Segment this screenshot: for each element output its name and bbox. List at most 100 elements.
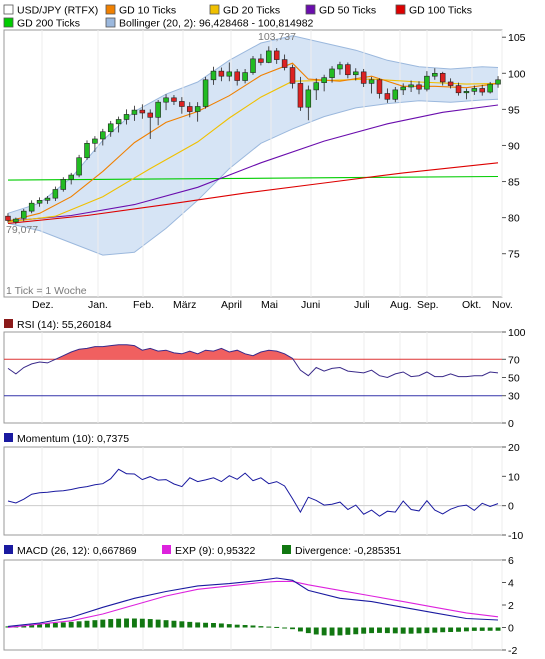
month-label-7: Juni (301, 299, 320, 311)
main-ytick-label: 85 (508, 177, 520, 189)
candle-body (100, 131, 106, 140)
divergence-bar (424, 627, 430, 634)
candle (479, 84, 485, 96)
divergence-bar (234, 624, 240, 628)
month-label-8: Juli (354, 299, 370, 311)
candle (250, 55, 256, 75)
macd-legend-swatch-3 (282, 545, 291, 554)
divergence-bar (313, 627, 319, 635)
candle (84, 140, 90, 160)
candle-body (400, 86, 406, 91)
divergence-bar (139, 618, 145, 628)
bollinger-band-fill (8, 35, 498, 256)
divergence-bar (361, 627, 367, 634)
candle-body (131, 109, 138, 115)
candle (21, 208, 27, 222)
divergence-bar (432, 627, 438, 633)
legend-swatch-main (3, 4, 14, 15)
candle-body (202, 79, 209, 107)
rsi-legend-swatch (4, 319, 13, 328)
candle (226, 62, 233, 82)
candle (107, 120, 114, 137)
candle (329, 66, 335, 83)
candle (202, 76, 209, 109)
candle (179, 97, 185, 114)
month-label-4: März (173, 299, 196, 311)
divergence-bar (321, 627, 327, 636)
legend-swatch-gd20 (209, 4, 220, 15)
candle (313, 78, 319, 100)
candle-body (424, 75, 430, 90)
candle (495, 76, 501, 88)
macd-ytick-label: 4 (508, 578, 514, 590)
candle-body (432, 72, 438, 77)
candle (424, 71, 430, 92)
candle-body (313, 82, 319, 91)
candle-body (297, 83, 304, 108)
candle (115, 116, 122, 133)
main-ytick-label: 100 (508, 68, 526, 80)
candle-body (210, 70, 217, 81)
tick-note: 1 Tick = 1 Woche (6, 285, 87, 297)
rsi-title: RSI (14): 55,260184 (17, 319, 112, 331)
candle (131, 105, 138, 121)
macd-legend-label-1: MACD (26, 12): 0,667869 (17, 545, 137, 557)
candle-body (171, 97, 177, 102)
divergence-bar (369, 627, 375, 634)
divergence-bar (377, 627, 382, 633)
candle-body (353, 71, 359, 76)
candle-body (92, 138, 98, 144)
divergence-bar (84, 620, 90, 628)
divergence-bar (195, 622, 201, 628)
candle-body (36, 200, 43, 204)
divergence-bar (479, 627, 485, 631)
candle (305, 85, 312, 121)
month-label-1: Dez. (32, 299, 54, 311)
main-ytick-label: 90 (508, 140, 520, 152)
candle (147, 109, 153, 139)
candle-body (179, 101, 185, 107)
candle-body (495, 79, 501, 85)
month-label-3: Feb. (133, 299, 154, 311)
candle (266, 46, 272, 64)
candle-body (455, 85, 462, 94)
divergence-bar (203, 622, 209, 628)
candle-body (194, 106, 201, 112)
momentum-line (7, 468, 499, 517)
legend-label-gd100: GD 100 Ticks (409, 5, 472, 17)
macd-line (7, 577, 499, 627)
candle (353, 68, 359, 81)
candle (13, 217, 19, 225)
month-label-11: Okt. (462, 299, 481, 311)
macd-ytick-label: -2 (508, 645, 517, 657)
macd-legend-label-2: EXP (9): 0,95322 (175, 545, 256, 557)
high-label: 103,737 (258, 31, 296, 43)
candle (447, 78, 454, 89)
candle (321, 74, 327, 92)
candle (297, 76, 304, 111)
candle-body (107, 123, 114, 133)
rsi-line (7, 344, 499, 379)
candle (487, 81, 493, 94)
divergence-bar (21, 625, 27, 628)
candle-body (479, 88, 485, 93)
legend-label-gd10: GD 10 Ticks (119, 5, 176, 17)
candle-body (226, 71, 233, 77)
macd-legend-swatch-2 (162, 545, 171, 554)
candle (68, 172, 74, 185)
candle-body (281, 59, 288, 68)
candle (28, 200, 35, 214)
momentum-title: Momentum (10): 0,7375 (17, 433, 129, 445)
divergence-bar (29, 624, 35, 628)
divergence-bar (131, 618, 137, 628)
main-ytick-label: 105 (508, 32, 526, 44)
divergence-bar (179, 621, 185, 628)
candle-body (60, 179, 67, 190)
candle (5, 213, 11, 223)
legend-swatch-gd200 (3, 17, 14, 28)
candle-body (44, 197, 51, 201)
divergence-bar (211, 623, 216, 628)
main-ytick-label: 80 (508, 213, 520, 225)
candle-body (360, 71, 367, 84)
gd50-line (7, 104, 499, 222)
